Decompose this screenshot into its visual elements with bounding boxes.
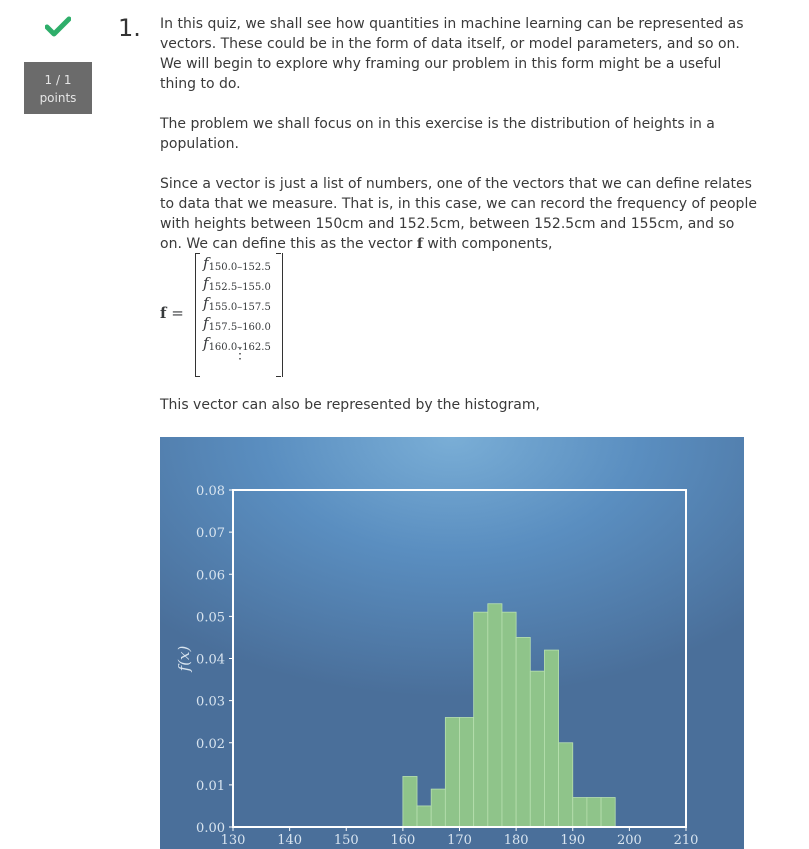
x-tick-label: 210 <box>674 833 699 848</box>
vector-component: f150.0–152.5 <box>203 254 271 273</box>
question-paragraph-1: In this quiz, we shall see how quantitie… <box>160 16 744 92</box>
vector-lhs-symbol: f <box>160 304 167 322</box>
histogram-bar <box>430 788 446 828</box>
histogram-bar <box>487 603 503 828</box>
paragraph-3-text: Since a vector is just a list of numbers… <box>160 176 757 252</box>
score-unit: points <box>39 91 77 105</box>
vector-component-range: 150.0–152.5 <box>208 262 271 273</box>
histogram-bar <box>558 742 574 828</box>
vector-lhs: f = <box>160 304 184 322</box>
x-tick-label: 180 <box>504 833 529 848</box>
histogram-bar <box>402 776 418 828</box>
y-tick-label: 0.02 <box>196 737 225 752</box>
x-tick-label: 130 <box>221 833 246 848</box>
question-number: 1. <box>118 14 141 42</box>
vector-component: f155.0–157.5 <box>203 294 271 313</box>
y-tick-label: 0.08 <box>196 484 225 499</box>
histogram-bar <box>544 649 559 828</box>
question-paragraph-3: Since a vector is just a list of numbers… <box>160 174 760 254</box>
histogram-bar <box>529 670 545 828</box>
x-tick-label: 140 <box>277 833 302 848</box>
histogram-bar <box>444 717 460 828</box>
score-badge: 1 / 1 points <box>24 62 92 114</box>
vector-component: f152.5–155.0 <box>203 274 271 293</box>
check-icon <box>45 16 71 37</box>
histogram-bar <box>515 637 531 828</box>
y-tick-label: 0.07 <box>196 526 225 541</box>
x-tick-label: 170 <box>447 833 472 848</box>
question-paragraph-2: The problem we shall focus on in this ex… <box>160 116 715 152</box>
histogram-bar <box>600 797 616 828</box>
y-tick-label: 0.06 <box>196 568 225 583</box>
y-axis-label: f(x) <box>175 645 193 672</box>
histogram-bar <box>416 805 432 828</box>
vector-component-range: 152.5–155.0 <box>208 282 271 293</box>
histogram-figure: 0.00 0.01 0.02 0.03 0.04 0.05 0.06 0.07 0.08 130… <box>160 437 744 849</box>
vector-component-range: 160.0–162.5 <box>208 342 271 353</box>
histogram-bar <box>459 717 475 828</box>
vector-component-range: 157.5–160.0 <box>208 322 271 333</box>
vector-definition: f = f150.0–152.5 f152.5–155.0 f155.0–157.5… <box>160 253 300 379</box>
y-tick-label: 0.01 <box>196 779 225 794</box>
score-value: 1 / 1 <box>44 73 72 87</box>
histogram-bar <box>501 611 517 828</box>
vector-component-range: 155.0–157.5 <box>208 302 271 313</box>
y-tick-label: 0.03 <box>196 695 225 710</box>
histogram-caption: This vector can also be represented by t… <box>160 397 540 413</box>
matrix-brackets <box>195 253 283 377</box>
vector-component: f157.5–160.0 <box>203 314 271 333</box>
histogram-bar <box>586 797 602 828</box>
vector-ellipsis: ⋮ <box>233 346 247 362</box>
histogram-chart: 0.00 0.01 0.02 0.03 0.04 0.05 0.06 0.07 0.08 130… <box>175 484 699 848</box>
y-tick-label: 0.00 <box>196 821 225 836</box>
histogram-bar <box>572 797 588 828</box>
x-tick-label: 150 <box>334 833 359 848</box>
x-tick-label: 190 <box>560 833 585 848</box>
vector-symbol-inline: f <box>416 236 423 252</box>
vector-component: f160.0–162.5 <box>203 334 271 353</box>
paragraph-3-tail: with components, <box>422 236 553 252</box>
y-tick-label: 0.04 <box>196 653 225 668</box>
question-body: In this quiz, we shall see how quantitie… <box>160 14 760 274</box>
y-tick-label: 0.05 <box>196 610 225 625</box>
histogram-bar <box>473 611 489 828</box>
x-tick-label: 160 <box>390 833 415 848</box>
x-tick-label: 200 <box>617 833 642 848</box>
vector-components: f150.0–152.5 f152.5–155.0 f155.0–157.5 f157… <box>203 253 283 353</box>
